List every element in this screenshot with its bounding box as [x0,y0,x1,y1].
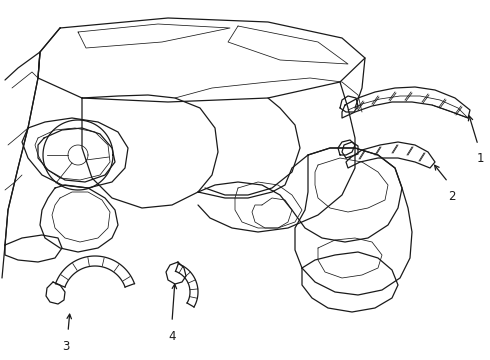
Text: 3: 3 [62,340,70,353]
Text: 4: 4 [168,330,176,343]
Text: 1: 1 [476,152,484,165]
Text: 2: 2 [448,190,456,203]
